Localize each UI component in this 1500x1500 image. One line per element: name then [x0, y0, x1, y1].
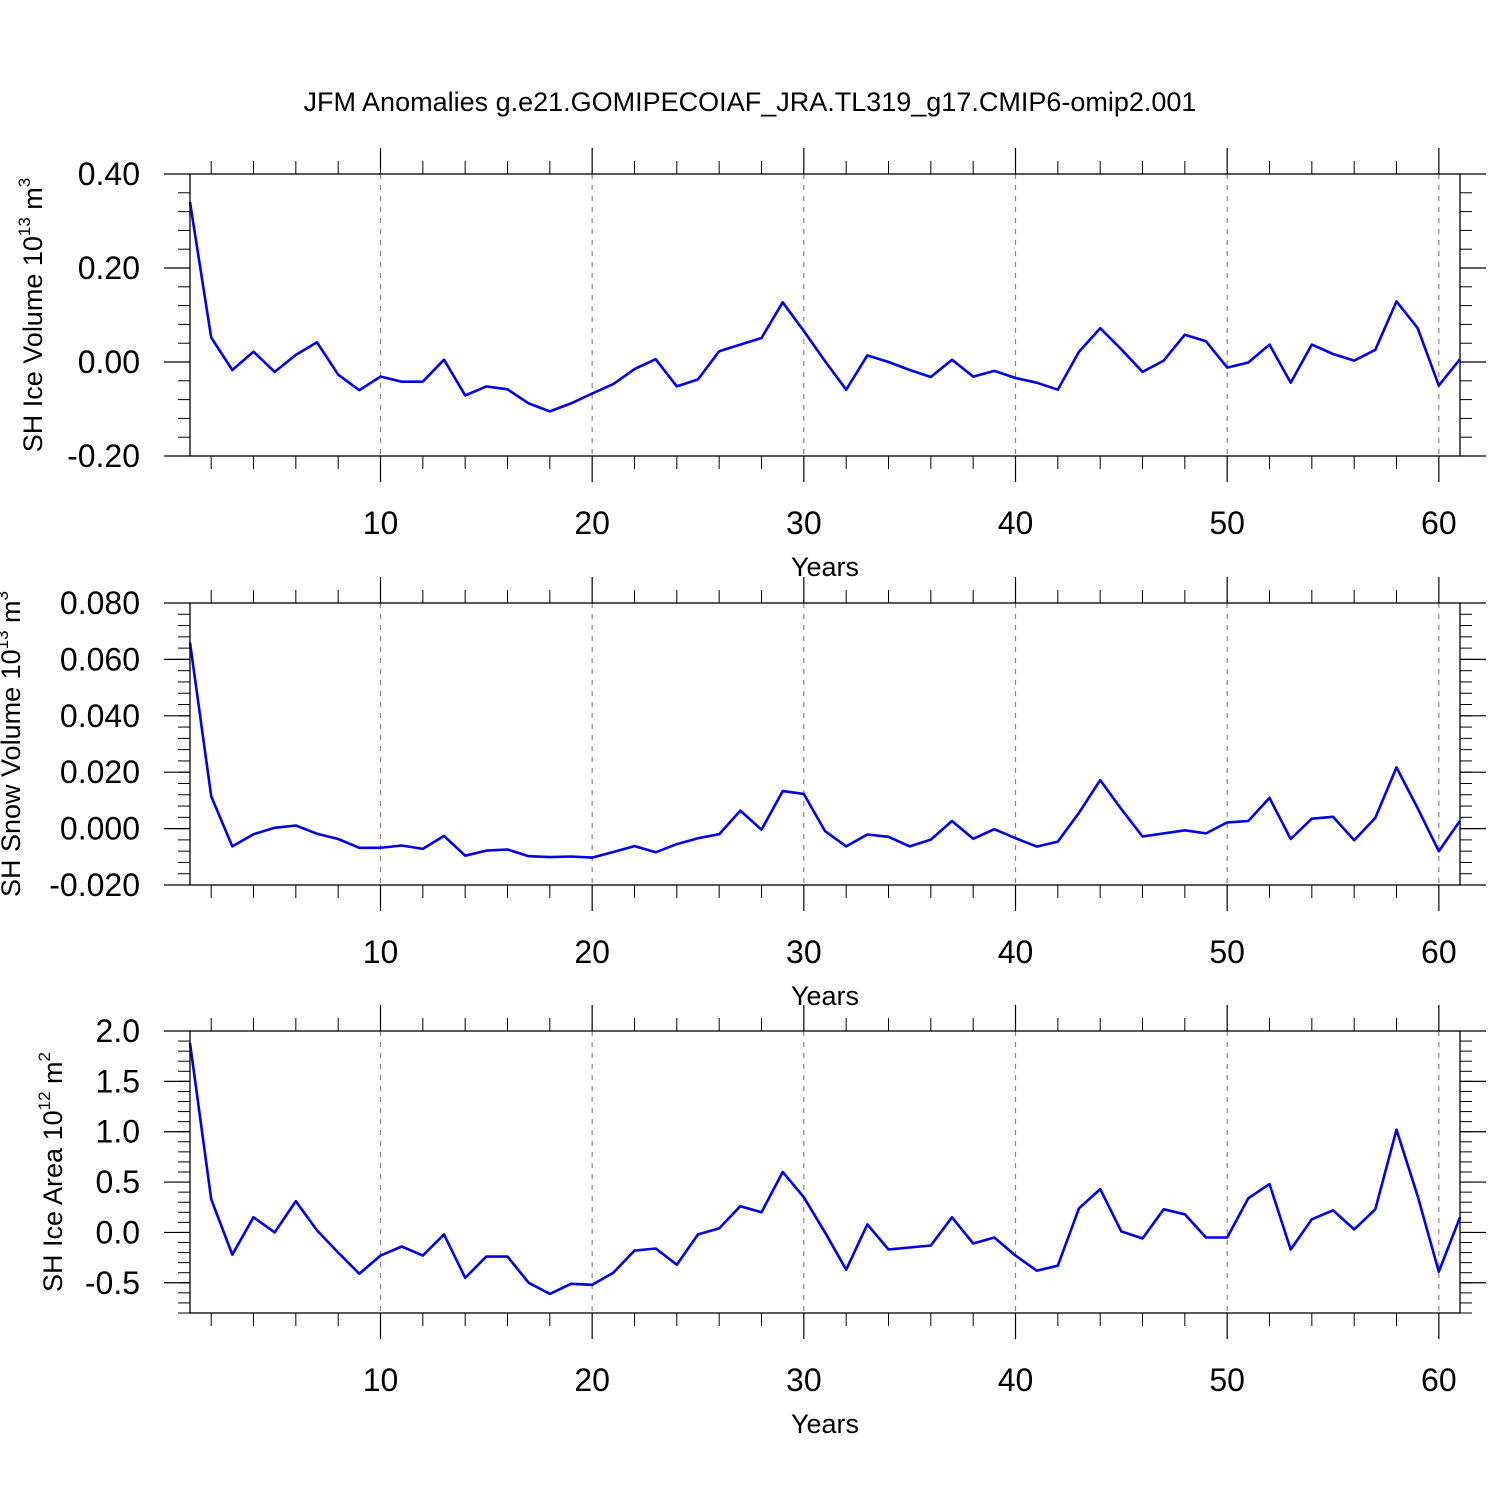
- x-tick-label: 50: [1209, 934, 1245, 970]
- y-axis-title-exponent: 13: [0, 630, 12, 649]
- x-tick-label: 10: [363, 1362, 399, 1398]
- y-axis-title-unit: m: [0, 600, 26, 630]
- series-line-ice-volume: [188, 201, 1462, 413]
- y-tick-label: 0.40: [78, 156, 140, 192]
- y-tick-label: 0.040: [60, 698, 140, 734]
- panel-ice-area: -0.5 0.0 0.5 1.0 1.5 2.0 10 20 30 40 50 60 Years S…: [35, 1005, 1486, 1439]
- x-tick-label: 60: [1421, 1362, 1457, 1398]
- y-tick-label: -0.020: [49, 867, 140, 903]
- y-axis-title-exponent: 13: [15, 217, 34, 236]
- x-axis-title: Years: [791, 981, 859, 1011]
- series-line-ice-area: [188, 1042, 1462, 1296]
- x-tick-label: 20: [574, 505, 610, 541]
- y-axis-title-text: SH Snow Volume 10: [0, 649, 26, 897]
- x-tick-label: 20: [574, 1362, 610, 1398]
- x-tick-label: 20: [574, 934, 610, 970]
- x-tick-label: 60: [1421, 934, 1457, 970]
- x-tick-label: 40: [998, 934, 1034, 970]
- x-tick-label: 40: [998, 1362, 1034, 1398]
- y-axis-title: SH Snow Volume 1013 m3: [0, 591, 26, 897]
- y-tick-label: 0.20: [78, 250, 140, 286]
- x-tick-label: 40: [998, 505, 1034, 541]
- y-axis-title-unit-exponent: 3: [15, 178, 34, 187]
- y-tick-label: 0.000: [60, 811, 140, 847]
- x-axis-title: Years: [791, 1409, 859, 1439]
- x-tick-label: 50: [1209, 1362, 1245, 1398]
- y-tick-label: 0.00: [78, 344, 140, 380]
- y-axis-title-unit-exponent: 2: [35, 1052, 54, 1061]
- y-axis-title: SH Ice Area 1012 m2: [35, 1052, 68, 1292]
- x-tick-label: 30: [786, 934, 822, 970]
- y-tick-label: 1.5: [96, 1063, 140, 1099]
- y-axis-title-unit: m: [18, 187, 48, 217]
- x-tick-label: 10: [363, 505, 399, 541]
- y-axis-title-text: SH Ice Volume 10: [18, 236, 48, 452]
- x-tick-label: 60: [1421, 505, 1457, 541]
- x-tick-label: 50: [1209, 505, 1245, 541]
- y-tick-label: 0.060: [60, 641, 140, 677]
- plot-frame: [189, 1030, 1461, 1314]
- y-tick-label: 2.0: [96, 1013, 140, 1049]
- chart-title: JFM Anomalies g.e21.GOMIPECOIAF_JRA.TL31…: [304, 87, 1197, 117]
- x-axis-title: Years: [791, 552, 859, 582]
- y-axis-title-unit-exponent: 3: [0, 591, 12, 600]
- y-tick-label: -0.5: [85, 1265, 140, 1301]
- plot-frame: [189, 602, 1461, 886]
- y-axis-title-exponent: 12: [35, 1091, 54, 1110]
- y-axis-title: SH Ice Volume 1013 m3: [15, 178, 48, 453]
- x-tick-label: 30: [786, 505, 822, 541]
- x-tick-label: 30: [786, 1362, 822, 1398]
- y-tick-label: 0.5: [96, 1164, 140, 1200]
- panel-snow-volume: -0.020 0.000 0.020 0.040 0.060 0.080 10 20 30 40…: [0, 577, 1486, 1011]
- y-axis-title-text: SH Ice Area 10: [38, 1110, 68, 1292]
- y-axis-title-unit: m: [38, 1061, 68, 1091]
- y-tick-label: 0.0: [96, 1214, 140, 1250]
- y-tick-label: 1.0: [96, 1114, 140, 1150]
- series-line-snow-volume: [188, 642, 1462, 859]
- y-tick-label: -0.20: [67, 438, 140, 474]
- panel-ice-volume: -0.20 0.00 0.20 0.40 10 20 30 40 50 60 Years SH …: [15, 148, 1486, 582]
- plot-frame: [189, 173, 1461, 457]
- y-tick-label: 0.080: [60, 585, 140, 621]
- y-tick-label: 0.020: [60, 754, 140, 790]
- x-tick-label: 10: [363, 934, 399, 970]
